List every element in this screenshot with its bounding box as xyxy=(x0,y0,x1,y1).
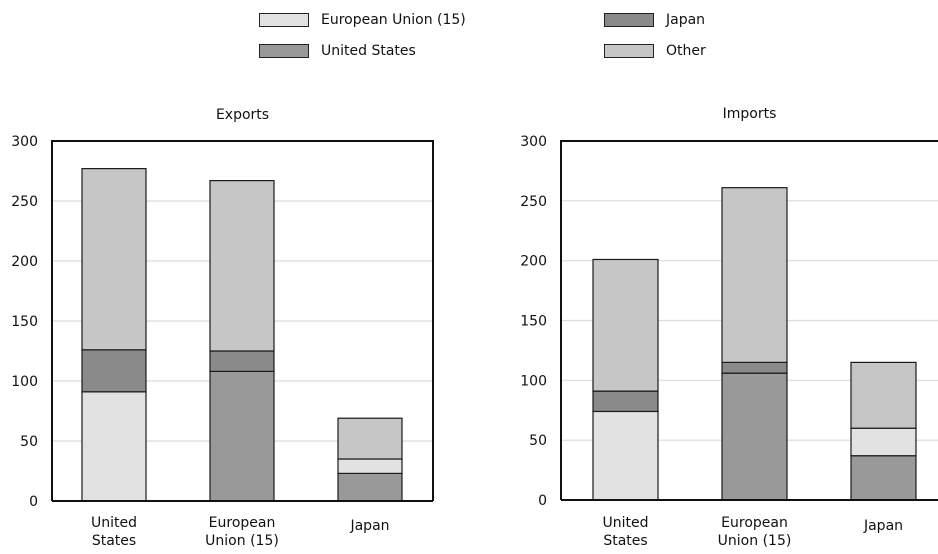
legend: European Union (15) United States Japan … xyxy=(0,0,938,80)
chart-title: Exports xyxy=(216,107,269,123)
x-tick-label: European Union (15) xyxy=(718,515,792,549)
y-tick-label: 0 xyxy=(29,494,38,510)
legend-label: United States xyxy=(321,43,416,59)
y-tick-label: 300 xyxy=(11,134,38,150)
chart-imports: Imports 0 50 100 150 200 250 300 United States Eur… xyxy=(520,106,938,549)
legend-label: Japan xyxy=(666,12,706,28)
bar-segment-japan xyxy=(81,349,147,393)
legend-swatch xyxy=(604,44,654,58)
legend-swatch xyxy=(259,44,309,58)
x-tick-label: United States xyxy=(603,515,649,549)
bar-segment-european-union-15 xyxy=(850,427,917,457)
y-tick-label: 100 xyxy=(11,374,38,390)
y-tick-label: 200 xyxy=(520,254,547,270)
legend-label: European Union (15) xyxy=(321,12,466,28)
bar-segment-other xyxy=(721,187,788,363)
plot-frame xyxy=(51,140,434,501)
x-tick-label: United States xyxy=(91,515,137,549)
legend-item-european-union: European Union (15) xyxy=(259,13,466,27)
bar-segment-other xyxy=(592,258,659,392)
bar-segment-european-union-15 xyxy=(337,458,403,474)
x-tick-label: Japan xyxy=(349,518,389,534)
legend-label: Other xyxy=(666,43,706,59)
y-tick-label: 200 xyxy=(11,254,38,270)
legend-item-united-states: United States xyxy=(259,44,416,58)
bar-segment-european-union-15 xyxy=(592,410,659,501)
bar-segment-united-states xyxy=(850,455,917,501)
bar-segment-other xyxy=(209,180,275,352)
chart-exports: Exports 0 50 100 150 200 250 300 United States Eur… xyxy=(11,107,434,549)
bar-segment-japan xyxy=(721,361,788,374)
bar-segment-other xyxy=(337,417,403,460)
bar-segment-united-states xyxy=(209,370,275,502)
plot-frame xyxy=(560,140,938,500)
bar-segment-other xyxy=(850,361,917,429)
bar-segment-other xyxy=(81,168,147,351)
y-tick-label: 50 xyxy=(529,433,547,449)
y-tick-label: 0 xyxy=(538,493,547,509)
legend-item-other: Other xyxy=(604,44,706,58)
y-tick-label: 300 xyxy=(520,134,547,150)
y-tick-label: 150 xyxy=(11,314,38,330)
bar-segment-european-union-15 xyxy=(81,391,147,502)
bar-segment-japan xyxy=(592,390,659,413)
x-tick-label: European Union (15) xyxy=(205,515,279,549)
y-tick-label: 250 xyxy=(11,194,38,210)
y-tick-label: 250 xyxy=(520,194,547,210)
bar-segment-japan xyxy=(209,350,275,372)
y-tick-label: 50 xyxy=(20,434,38,450)
bar-segment-united-states xyxy=(721,372,788,501)
y-tick-label: 150 xyxy=(520,314,547,330)
legend-swatch xyxy=(259,13,309,27)
legend-swatch xyxy=(604,13,654,27)
bar-segment-united-states xyxy=(337,472,403,502)
legend-item-japan: Japan xyxy=(604,13,705,27)
x-tick-label: Japan xyxy=(863,518,903,534)
y-tick-label: 100 xyxy=(520,373,547,389)
chart-title: Imports xyxy=(723,106,777,122)
